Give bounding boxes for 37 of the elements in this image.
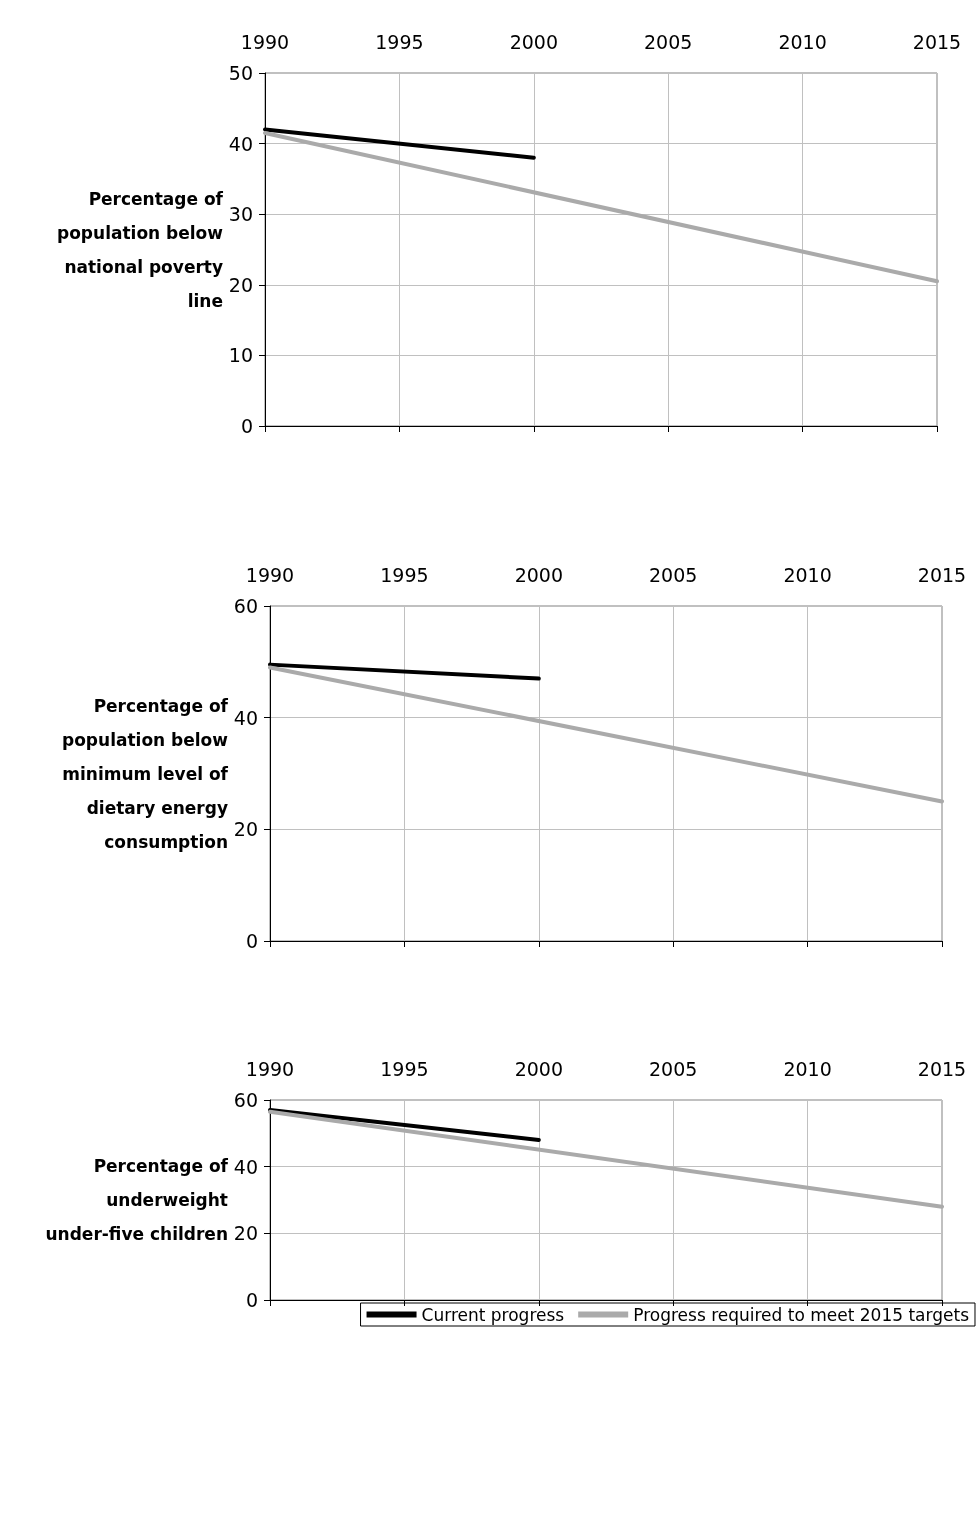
x-tick-label: 2000 — [514, 1057, 563, 1080]
y-tick-label: 10 — [228, 344, 253, 367]
x-tick-label: 2015 — [917, 563, 967, 586]
y-tick-label: 30 — [228, 203, 253, 226]
x-tick-label: 2000 — [514, 563, 563, 586]
x-tick-label: 1995 — [380, 1057, 429, 1080]
x-tick-label: 1995 — [380, 563, 429, 586]
y-axis-title: Percentage of underweight under-five children — [44, 1155, 228, 1246]
y-tick-label: 20 — [228, 273, 253, 296]
x-tick-label: 2010 — [783, 563, 832, 586]
x-tick-label: 2005 — [649, 563, 698, 586]
y-tick-label: 60 — [233, 595, 258, 617]
y-tick-label: 60 — [233, 1089, 258, 1111]
x-tick-label: 2015 — [917, 1057, 967, 1080]
x-tick-label: 1990 — [245, 563, 295, 586]
y-tick-label: 40 — [233, 1155, 258, 1178]
y-tick-label: 50 — [228, 62, 253, 84]
y-axis-title: Percentage of population below minimum level of dietary energy consumption — [61, 694, 228, 854]
x-tick-label: 1990 — [245, 1057, 295, 1080]
y-tick-label: 0 — [240, 415, 253, 437]
x-tick-label: 2010 — [778, 30, 827, 53]
y-tick-label: 40 — [233, 706, 258, 729]
y-tick-label: 20 — [233, 1222, 258, 1245]
x-tick-label: 2000 — [509, 30, 558, 53]
x-tick-label: 1990 — [240, 30, 290, 53]
y-tick-label: 0 — [245, 1289, 258, 1311]
legend-label: Progress required to meet 2015 targets — [633, 1304, 970, 1325]
x-tick-label: 2010 — [783, 1057, 832, 1080]
y-axis-title: Percentage of population below national poverty line — [56, 187, 223, 313]
y-tick-label: 20 — [233, 818, 258, 841]
legend-label: Current progress — [421, 1304, 565, 1325]
y-tick-label: 40 — [228, 132, 253, 155]
x-tick-label: 2005 — [644, 30, 693, 53]
x-tick-label: 2005 — [649, 1057, 698, 1080]
x-tick-label: 1995 — [375, 30, 424, 53]
y-tick-label: 0 — [245, 930, 258, 952]
x-tick-label: 2015 — [912, 30, 962, 53]
